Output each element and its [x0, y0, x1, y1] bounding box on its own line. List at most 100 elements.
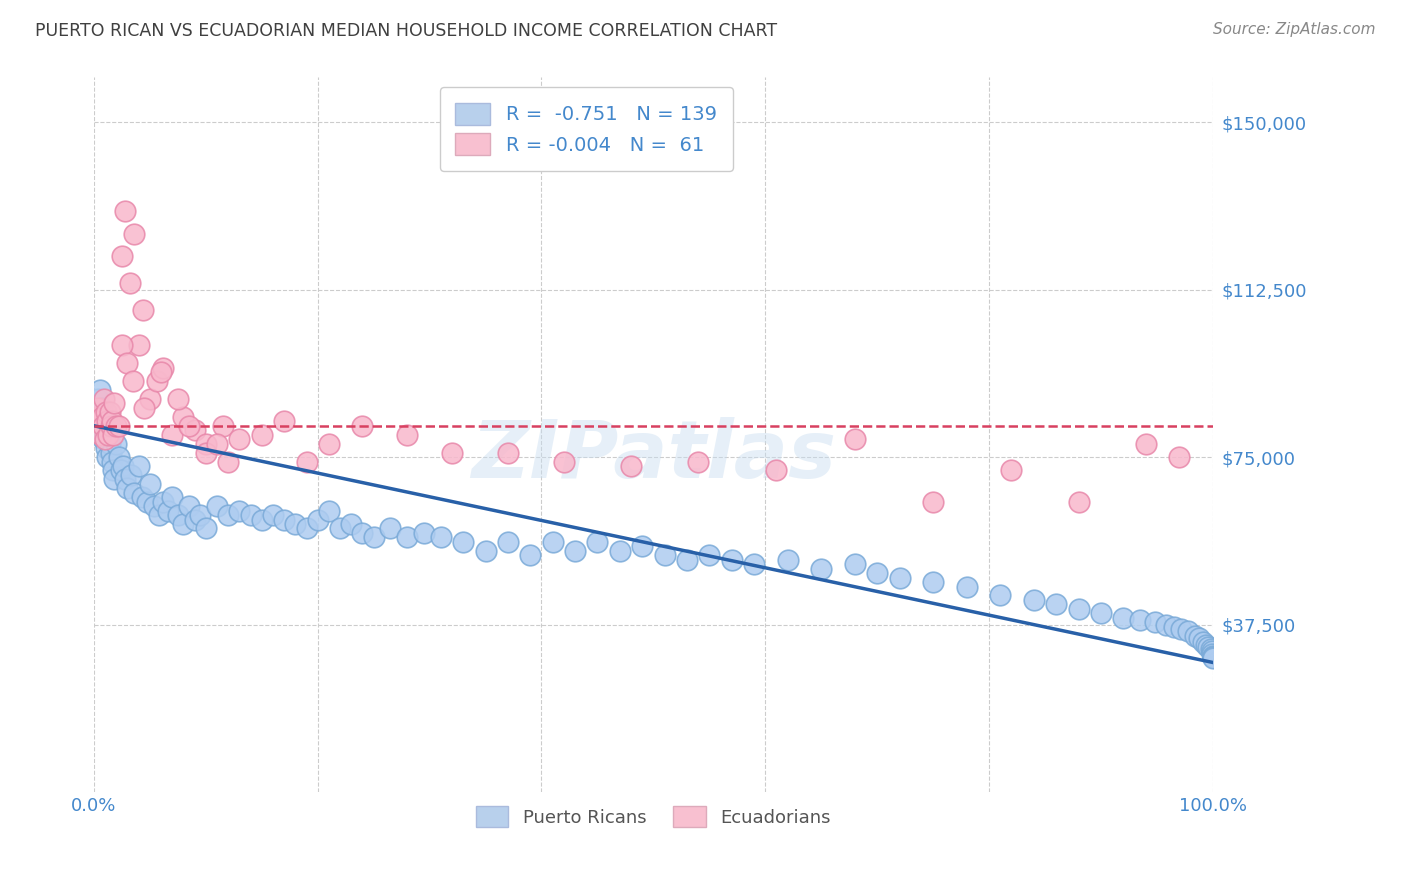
Point: [688, 454, 710, 468]
Point: [89, 414, 111, 428]
Point: [139, 392, 162, 406]
Point: [105, 436, 128, 450]
Point: [609, 544, 631, 558]
Point: [451, 534, 474, 549]
Point: [120, 467, 142, 482]
Point: [131, 490, 153, 504]
Point: [1201, 644, 1223, 658]
Point: [156, 503, 179, 517]
Point: [122, 227, 145, 241]
Point: [86, 414, 108, 428]
Point: [250, 427, 273, 442]
Point: [114, 204, 136, 219]
Point: [340, 516, 363, 531]
Point: [889, 571, 911, 585]
Point: [586, 534, 609, 549]
Point: [194, 521, 217, 535]
Point: [91, 432, 114, 446]
Point: [1191, 635, 1213, 649]
Point: [143, 499, 166, 513]
Point: [1188, 631, 1211, 645]
Point: [1195, 638, 1218, 652]
Point: [135, 494, 157, 508]
Point: [205, 436, 228, 450]
Point: [87, 401, 110, 415]
Point: [1163, 620, 1185, 634]
Point: [217, 454, 239, 468]
Point: [87, 418, 110, 433]
Point: [188, 508, 211, 522]
Point: [105, 418, 128, 433]
Point: [541, 534, 564, 549]
Point: [1067, 602, 1090, 616]
Point: [111, 338, 134, 352]
Point: [94, 432, 117, 446]
Point: [162, 427, 184, 442]
Point: [101, 463, 124, 477]
Point: [111, 458, 134, 473]
Point: [352, 525, 374, 540]
Point: [1045, 598, 1067, 612]
Point: [172, 516, 194, 531]
Point: [93, 418, 115, 433]
Point: [866, 566, 889, 581]
Point: [956, 580, 979, 594]
Point: [152, 494, 174, 508]
Point: [183, 512, 205, 526]
Point: [211, 418, 233, 433]
Point: [96, 441, 118, 455]
Point: [98, 405, 121, 419]
Point: [97, 427, 120, 442]
Point: [152, 360, 174, 375]
Point: [128, 458, 150, 473]
Point: [553, 454, 575, 468]
Point: [1170, 622, 1192, 636]
Point: [844, 432, 866, 446]
Point: [177, 418, 200, 433]
Point: [697, 549, 720, 563]
Point: [1090, 607, 1112, 621]
Point: [107, 418, 129, 433]
Point: [86, 409, 108, 424]
Point: [103, 396, 125, 410]
Point: [172, 409, 194, 424]
Point: [162, 490, 184, 504]
Point: [922, 575, 945, 590]
Point: [89, 427, 111, 442]
Point: [84, 405, 107, 419]
Text: PUERTO RICAN VS ECUADORIAN MEDIAN HOUSEHOLD INCOME CORRELATION CHART: PUERTO RICAN VS ECUADORIAN MEDIAN HOUSEH…: [35, 22, 778, 40]
Point: [307, 512, 329, 526]
Point: [329, 521, 352, 535]
Point: [148, 508, 170, 522]
Point: [111, 249, 134, 263]
Point: [496, 534, 519, 549]
Point: [396, 530, 419, 544]
Point: [250, 512, 273, 526]
Point: [1199, 642, 1222, 657]
Point: [239, 508, 262, 522]
Point: [810, 562, 832, 576]
Point: [262, 508, 284, 522]
Point: [631, 540, 654, 554]
Point: [284, 516, 307, 531]
Point: [177, 499, 200, 513]
Point: [205, 499, 228, 513]
Point: [1177, 624, 1199, 639]
Point: [765, 463, 787, 477]
Point: [118, 276, 141, 290]
Point: [1201, 647, 1223, 661]
Point: [89, 383, 111, 397]
Point: [1197, 640, 1219, 654]
Point: [844, 558, 866, 572]
Point: [295, 521, 318, 535]
Point: [166, 392, 188, 406]
Point: [273, 512, 295, 526]
Point: [96, 450, 118, 464]
Point: [94, 427, 117, 442]
Point: [1000, 463, 1022, 477]
Point: [318, 503, 340, 517]
Point: [1143, 615, 1166, 630]
Point: [87, 392, 110, 406]
Legend: Puerto Ricans, Ecuadorians: Puerto Ricans, Ecuadorians: [468, 799, 838, 834]
Point: [97, 427, 120, 442]
